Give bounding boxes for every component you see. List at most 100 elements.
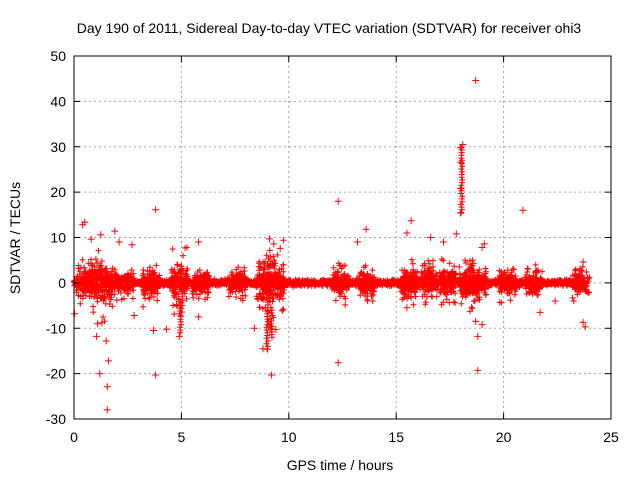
data-point <box>421 291 428 298</box>
data-point <box>239 277 246 283</box>
data-point <box>81 218 89 226</box>
data-point <box>100 314 106 320</box>
data-point <box>183 295 190 302</box>
data-point <box>181 288 188 295</box>
data-point <box>190 294 197 301</box>
chart-title: Day 190 of 2011, Sidereal Day-to-day VTE… <box>77 20 582 36</box>
data-point <box>440 257 447 264</box>
y-tick-label: 20 <box>50 184 66 200</box>
data-point <box>177 324 184 331</box>
data-point <box>98 258 105 265</box>
data-point <box>171 311 178 318</box>
data-point <box>95 266 102 273</box>
data-point <box>190 285 197 292</box>
data-point <box>410 266 417 273</box>
y-tick-label: -30 <box>46 411 66 427</box>
data-point <box>539 268 546 275</box>
data-point <box>280 274 286 281</box>
data-point <box>264 329 271 336</box>
data-point <box>578 267 585 274</box>
data-point <box>438 289 445 296</box>
axes <box>73 55 612 420</box>
data-point <box>170 302 177 309</box>
data-point <box>457 288 464 294</box>
data-point <box>92 290 99 297</box>
data-point <box>268 318 275 324</box>
data-point <box>264 302 271 308</box>
data-point <box>498 286 504 293</box>
data-point <box>266 298 273 305</box>
data-point <box>474 366 482 374</box>
data-point <box>579 258 587 266</box>
data-point <box>397 276 404 283</box>
data-point <box>458 166 465 172</box>
data-point <box>183 267 190 274</box>
data-point <box>146 282 153 289</box>
data-point <box>474 332 482 340</box>
data-point <box>504 267 511 274</box>
data-point <box>250 324 258 332</box>
data-point <box>354 238 361 246</box>
data-point <box>266 284 273 291</box>
data-point <box>276 244 284 252</box>
data-point <box>225 293 232 300</box>
data-point <box>103 406 111 414</box>
data-point <box>204 294 211 301</box>
data-point <box>129 283 136 290</box>
data-point <box>280 261 287 268</box>
data-point <box>507 272 514 279</box>
data-point <box>475 272 481 279</box>
data-point <box>76 268 83 275</box>
data-point <box>266 276 273 283</box>
data-point <box>401 290 408 297</box>
data-point <box>172 273 179 280</box>
data-point <box>469 257 476 264</box>
data-point <box>335 269 342 276</box>
data-point <box>109 288 116 295</box>
data-point <box>107 296 114 303</box>
data-point <box>177 318 184 325</box>
data-point <box>169 246 176 252</box>
data-point <box>280 268 287 275</box>
data-point <box>362 225 370 233</box>
data-point <box>429 293 436 300</box>
data-point <box>195 295 202 302</box>
data-point <box>202 276 209 283</box>
data-point <box>456 263 463 270</box>
x-tick-label: 15 <box>388 429 404 445</box>
data-point <box>79 256 86 263</box>
data-point <box>480 240 488 248</box>
data-point <box>413 276 420 283</box>
data-point <box>191 272 198 279</box>
data-point <box>82 292 89 299</box>
data-point <box>237 295 244 302</box>
data-point <box>412 293 419 300</box>
data-point <box>276 266 283 273</box>
data-point <box>263 252 270 259</box>
data-point <box>172 286 179 293</box>
data-point <box>197 290 203 297</box>
data-point <box>89 266 96 273</box>
data-point <box>123 273 129 280</box>
data-point <box>447 278 454 285</box>
data-point <box>152 371 160 379</box>
data-point <box>438 256 445 263</box>
data-point <box>151 270 158 277</box>
data-point <box>572 267 578 274</box>
data-point <box>94 295 101 302</box>
data-point <box>422 299 429 306</box>
y-axis-label: SDTVAR / TECUs <box>7 182 23 294</box>
data-point <box>478 282 485 289</box>
data-point <box>144 268 151 275</box>
data-point <box>478 244 486 251</box>
data-point <box>456 270 463 277</box>
data-point <box>140 288 147 295</box>
data-point <box>409 275 415 282</box>
data-point <box>404 281 411 287</box>
data-point <box>228 286 235 293</box>
data-point <box>405 293 412 300</box>
data-point <box>422 272 429 279</box>
data-point <box>421 268 428 275</box>
data-point <box>226 275 233 282</box>
data-point <box>102 300 109 307</box>
